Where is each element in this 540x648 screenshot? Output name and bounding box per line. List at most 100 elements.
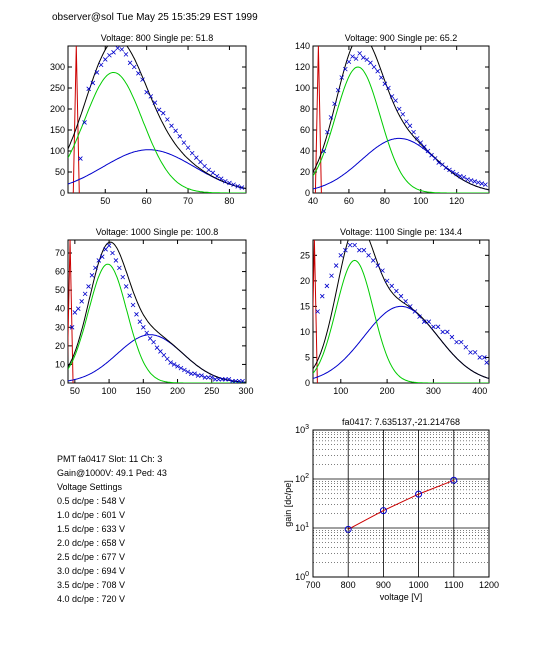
data-point [119,47,125,52]
y-tick-label: 50 [55,167,65,177]
chart-title: Voltage: 900 Single pe: 65.2 [345,33,458,43]
data-point [435,324,441,330]
data-point [127,293,132,298]
plot-content [68,46,246,193]
data-point [223,178,228,184]
y-tick-label: 101 [295,522,309,533]
y-tick-label: 300 [50,62,65,72]
data-point [343,66,348,72]
data-point [130,302,136,308]
data-point [483,182,488,187]
data-point [188,371,194,376]
data-point [353,56,359,61]
data-point [69,325,75,330]
data-point [333,263,339,268]
data-point [158,349,163,354]
background-fit-curve [313,305,489,379]
x-tick-label: 70 [183,196,193,206]
data-point [324,283,330,289]
data-point [445,329,450,335]
signal-fit-curve [313,259,489,383]
data-point [458,339,464,345]
gain-fit-line [347,479,454,530]
gain-data-point [415,490,423,498]
x-tick-label: 250 [204,386,219,396]
data-point [178,365,184,371]
y-tick-label: 40 [300,146,310,156]
x-tick-label: 60 [344,196,354,206]
plot-frame [312,429,490,578]
data-point [357,51,362,56]
data-point [78,156,83,161]
data-point [328,115,334,120]
data-point [343,247,348,253]
data-point [386,85,391,91]
data-point [468,178,474,183]
data-point [236,378,242,383]
data-point [181,140,187,145]
y-tick-label: 20 [55,341,65,351]
data-point [414,136,420,141]
data-point [440,329,445,335]
total-fit-curve [313,240,489,379]
data-point [366,253,371,258]
data-point [160,110,166,116]
pedestal-curve [313,240,318,383]
data-point [407,123,413,129]
y-tick-label: 20 [300,167,310,177]
data-point [233,378,239,383]
data-point [230,378,235,383]
data-point [144,89,149,95]
x-tick-label: 80 [224,196,234,206]
data-point [75,306,81,311]
y-tick-label: 100 [295,83,310,93]
data-point [429,152,434,158]
data-point [418,140,424,145]
x-tick-label: 100 [102,386,117,396]
data-point [389,94,395,99]
data-point [123,284,129,289]
data-point [218,176,224,182]
total-fit-curve [68,241,246,383]
data-point [120,274,126,280]
data-point [380,268,385,273]
data-point [454,339,459,345]
data-point [144,330,150,336]
data-point [361,55,366,60]
setting-row: 2.0 dc/pe : 658 V [57,538,126,548]
setting-row: 0.5 dc/pe : 548 V [57,496,126,506]
y-tick-label: 100 [50,146,65,156]
y-tick-label: 0 [305,188,310,198]
data-point [185,145,191,150]
data-point [151,339,156,345]
data-point [140,77,145,82]
plot-frame [312,239,490,384]
data-point [422,144,427,150]
data-point [131,64,137,70]
y-tick-label: 0 [60,378,65,388]
plot-content [313,46,489,193]
data-point [443,165,449,171]
data-point [468,350,473,355]
x-tick-label: 80 [380,196,390,206]
y-tick-label: 80 [300,104,310,114]
data-point [206,375,211,380]
data-point [115,46,120,51]
data-point [477,355,483,360]
data-point [168,360,173,365]
data-point [465,177,470,182]
signal-fit-curve [68,72,246,193]
gain-line: Gain@1000V: 49.1 Ped: 43 [57,468,167,478]
y-tick-label: 15 [300,301,310,311]
data-point [384,278,390,284]
x-tick-label: 40 [308,196,318,206]
x-tick-label: 150 [136,386,151,396]
y-tick-label: 10 [300,327,310,337]
data-point [148,94,154,99]
data-point [389,283,395,289]
x-tick-label: 200 [380,386,395,396]
data-point [382,81,388,87]
data-point [431,324,436,330]
data-point [169,123,174,129]
y-tick-label: 20 [300,276,310,286]
